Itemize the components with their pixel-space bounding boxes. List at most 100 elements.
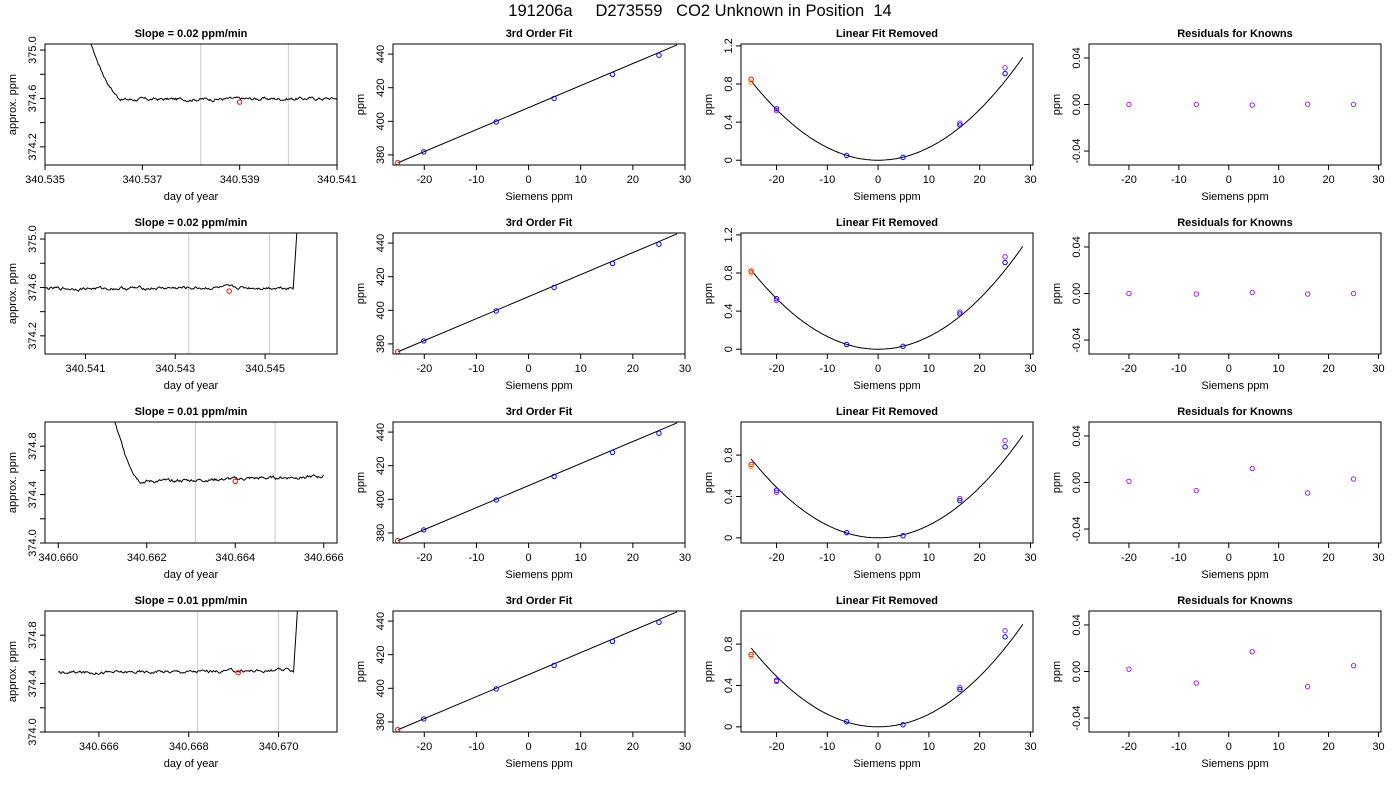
y-tick-label: 374.2 [27, 133, 39, 161]
x-tick-label: 30 [1372, 174, 1384, 186]
y-axis-label: approx. ppm [7, 452, 19, 513]
fit-line [398, 422, 678, 542]
x-tick-label: 10 [575, 174, 587, 186]
data-point [1249, 649, 1255, 655]
plot-frame [44, 610, 338, 733]
y-tick-label: 0.4 [723, 114, 735, 129]
x-tick-label: -20 [416, 174, 432, 186]
data-point [1002, 444, 1008, 450]
data-point [773, 107, 780, 114]
y-tick-label: 0.00 [1071, 472, 1083, 493]
data-point [609, 71, 616, 78]
y-tick-label: 0.4 [723, 489, 735, 504]
plot-area [1126, 101, 1357, 108]
data-point [1304, 291, 1311, 297]
y-axis-label: ppm [703, 283, 715, 304]
y-tick-label: 380 [375, 335, 387, 353]
data-point [748, 268, 754, 274]
data-point [957, 686, 963, 693]
x-tick-label: 20 [974, 552, 986, 564]
chart-title: 3rd Order Fit [506, 595, 573, 607]
y-tick-label: 420 [375, 268, 387, 286]
plot-area [748, 246, 1024, 350]
data-point [1002, 634, 1008, 640]
y-axis-label: ppm [1051, 94, 1063, 115]
x-tick-label: 340.537 [122, 174, 162, 186]
x-tick-label: -10 [819, 741, 835, 753]
data-point [748, 651, 754, 658]
plot-frame [392, 610, 686, 733]
data-point [748, 463, 754, 470]
average-marker [235, 670, 241, 676]
data-point [900, 343, 906, 350]
plot-area [114, 422, 325, 543]
data-point [421, 149, 427, 155]
plot-area [748, 435, 1024, 539]
y-axis-label: approx. ppm [7, 263, 19, 324]
data-point [957, 309, 963, 315]
y-axis-label: approx. ppm [7, 74, 19, 135]
chart-panel-r1-c4: Residuals for Knowns -20 -10 0 10 20 30 -0.04 0.… [1051, 28, 1385, 203]
fit-line [398, 44, 678, 164]
plot-area [45, 233, 298, 354]
y-tick-label: 374.4 [27, 481, 39, 509]
x-tick-label: 0 [1226, 552, 1232, 564]
y-axis-label: ppm [1051, 661, 1063, 682]
y-axis-label: ppm [703, 661, 715, 682]
data-point [493, 686, 499, 692]
x-tick-label: 30 [1372, 552, 1384, 564]
fit-curve [750, 435, 1024, 539]
y-tick-label: -0.04 [1071, 516, 1083, 541]
y-tick-label: 0 [723, 535, 735, 541]
x-tick-label: 30 [1024, 363, 1036, 375]
y-tick-label: 400 [375, 490, 387, 508]
data-point [773, 489, 780, 496]
x-tick-label: 340.660 [38, 552, 78, 564]
x-tick-label: 20 [974, 174, 986, 186]
x-axis-label: Siemens ppm [853, 758, 920, 770]
y-tick-label: 0.8 [723, 447, 735, 462]
data-point [421, 527, 427, 533]
chart-panel-r2-c2: 3rd Order Fit -20 -10 0 10 20 30 380 400 420 440 Si… [355, 217, 691, 392]
x-tick-label: -10 [468, 363, 484, 375]
chart-title: Linear Fit Removed [836, 217, 938, 229]
plot-frame [740, 610, 1034, 733]
fit-line [398, 611, 678, 731]
plot-area [90, 44, 337, 165]
x-tick-label: -10 [819, 363, 835, 375]
data-point [1249, 102, 1255, 108]
y-axis-label: ppm [355, 94, 367, 115]
chart-panel-r4-c2: 3rd Order Fit -20 -10 0 10 20 30 380 400 420 440 Si… [355, 595, 691, 770]
x-tick-label: 0 [526, 741, 532, 753]
plot-frame [44, 421, 338, 544]
data-point [1350, 476, 1357, 482]
x-tick-label: 10 [575, 363, 587, 375]
y-axis-label: ppm [355, 472, 367, 493]
x-tick-label: 20 [1322, 741, 1334, 753]
x-axis-label: Siemens ppm [1201, 758, 1268, 770]
x-tick-label: 0 [1226, 741, 1232, 753]
chart-panel-r3-c3: Linear Fit Removed -20 -10 0 10 20 30 0 0.4 0.8 Si… [703, 406, 1037, 581]
x-tick-label: -20 [769, 174, 785, 186]
data-point [1002, 259, 1008, 266]
data-point [1126, 666, 1132, 672]
x-axis-label: day of year [164, 191, 219, 203]
x-tick-label: 30 [1024, 174, 1036, 186]
y-tick-label: 375.0 [27, 36, 39, 64]
y-tick-label: 0.4 [723, 678, 735, 693]
plot-area [394, 233, 678, 354]
y-axis-label: approx. ppm [7, 641, 19, 702]
x-axis-label: Siemens ppm [853, 569, 920, 581]
chart-title: Residuals for Knowns [1177, 406, 1293, 418]
x-tick-label: 10 [1273, 741, 1285, 753]
y-tick-label: 440 [375, 234, 387, 252]
chart-panel-r3-c2: 3rd Order Fit -20 -10 0 10 20 30 380 400 420 440 Si… [355, 406, 691, 581]
x-tick-label: 10 [575, 741, 587, 753]
plot-area [1126, 649, 1357, 690]
x-tick-label: -20 [1121, 363, 1137, 375]
data-point [1002, 65, 1008, 71]
data-point [551, 284, 557, 291]
y-tick-label: 374.2 [27, 322, 39, 350]
x-tick-label: 0 [875, 741, 881, 753]
data-point [1002, 254, 1008, 260]
